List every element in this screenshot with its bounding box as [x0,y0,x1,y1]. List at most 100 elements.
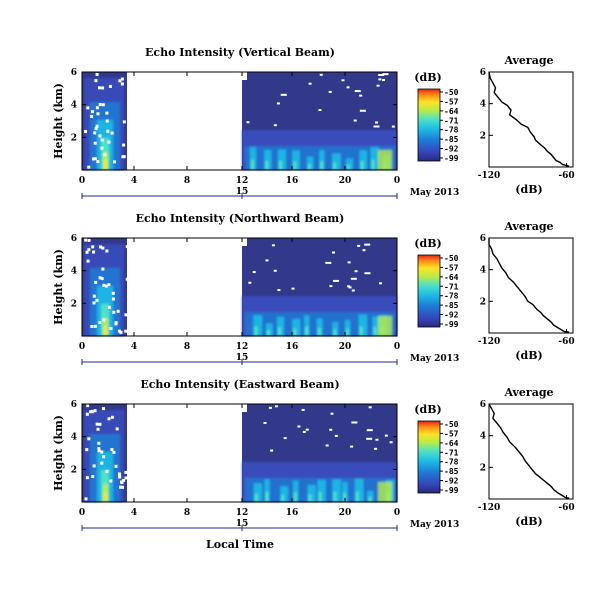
missing-data-speck [92,157,96,161]
missing-data-speck [117,329,121,333]
missing-data-speck [333,279,340,282]
missing-data-speck [277,289,281,292]
convective-plume [371,159,375,170]
average-profile-line [488,71,570,167]
x-tick-label: 16 [286,342,299,352]
x-tick-label: 20 [339,342,352,352]
missing-data-speck [87,248,91,252]
missing-data-speck [120,77,124,81]
convective-plume [378,316,392,336]
x-tick-label: 8 [184,176,190,186]
average-y-tick-label: 6 [480,68,486,78]
x-tick-label: 0 [394,176,400,186]
missing-data-speck [346,86,350,89]
missing-data-speck [242,72,247,80]
date-label: May 2013 [410,188,459,198]
missing-data-speck [95,298,99,302]
missing-data-speck [350,277,357,280]
date-tick-label: 15 [236,187,249,197]
missing-data-speck [362,249,366,252]
convective-plume [254,493,258,502]
average-frame [488,237,574,334]
convective-plume [342,481,348,502]
missing-data-speck [318,109,322,112]
missing-data-speck [242,404,247,412]
missing-data-speck [90,325,94,329]
x-tick-label: 0 [394,508,400,518]
plot-frame [81,237,398,337]
missing-data-speck [124,313,128,317]
colorbar-tick-label: -85 [444,135,459,144]
average-frame [488,403,574,500]
panel-1: Echo Intensity (Northward Beam) 6 4 2 Height… [52,212,575,365]
average-title: Average [503,386,553,399]
convective-plume [253,315,263,336]
average-x-tick-label: -60 [558,171,574,181]
chart-title: Echo Intensity (Eastward Beam) [140,378,339,391]
missing-data-speck [125,277,129,281]
missing-data-speck [357,244,361,247]
missing-data-speck [103,153,107,157]
echo-column [104,326,107,336]
missing-data-speck [382,73,389,76]
convective-plume [317,328,321,336]
missing-data-speck [101,86,105,90]
chart-title: Echo Intensity (Northward Beam) [136,212,345,225]
missing-data-speck [280,93,287,96]
missing-data-speck [102,455,106,459]
convective-plume [332,321,339,336]
convective-plume [368,497,372,502]
convective-plume [265,160,269,170]
missing-data-speck [124,476,128,480]
missing-data-speck [354,270,358,273]
missing-data-speck [373,125,380,128]
missing-data-speck [110,415,114,419]
missing-data-speck [112,160,116,164]
missing-data-speck [107,283,111,287]
missing-data-speck [359,94,363,97]
missing-data-speck [114,464,118,468]
average-y-tick-label: 4 [480,266,486,276]
convective-plume [358,314,368,336]
x-tick-label: 0 [79,342,85,352]
y-tick-label: 4 [71,101,77,111]
missing-data-speck [89,410,93,414]
colorbar-tick-label: -57 [444,429,459,438]
missing-data-speck [84,129,88,133]
missing-data-speck [120,82,124,86]
x-tick-label: 0 [394,342,400,352]
missing-data-speck [93,157,97,161]
missing-data-speck [334,434,338,437]
missing-data-speck [124,470,128,474]
missing-data-speck [382,79,386,82]
missing-data-speck [246,121,250,124]
convective-plume [332,153,341,170]
average-title: Average [503,54,553,67]
convective-plume [378,150,392,170]
plot-frame [81,71,398,171]
missing-data-speck [85,476,89,480]
missing-data-speck [93,131,97,135]
y-tick-label: 2 [71,465,77,475]
average-y-tick-label: 6 [480,400,486,410]
x-tick-label: 12 [236,508,249,518]
convective-plume [308,494,312,502]
missing-data-speck [378,73,385,76]
convective-plume [332,479,341,502]
convective-plume [251,159,255,170]
colorbar-unit: (dB) [414,403,441,416]
colorbar-tick-label: -99 [444,486,459,495]
convective-plume [343,492,347,502]
convective-plume [355,491,359,502]
x-tick-label: 4 [131,176,137,186]
average-title: Average [503,220,553,233]
missing-data-speck [375,438,379,441]
missing-data-speck [124,329,128,333]
average-y-tick-label: 2 [480,297,486,307]
missing-data-speck [121,485,125,489]
missing-data-speck [93,324,97,328]
missing-data-speck [118,475,122,479]
missing-data-speck [97,86,101,90]
missing-data-speck [94,127,98,131]
missing-data-speck [109,479,113,483]
